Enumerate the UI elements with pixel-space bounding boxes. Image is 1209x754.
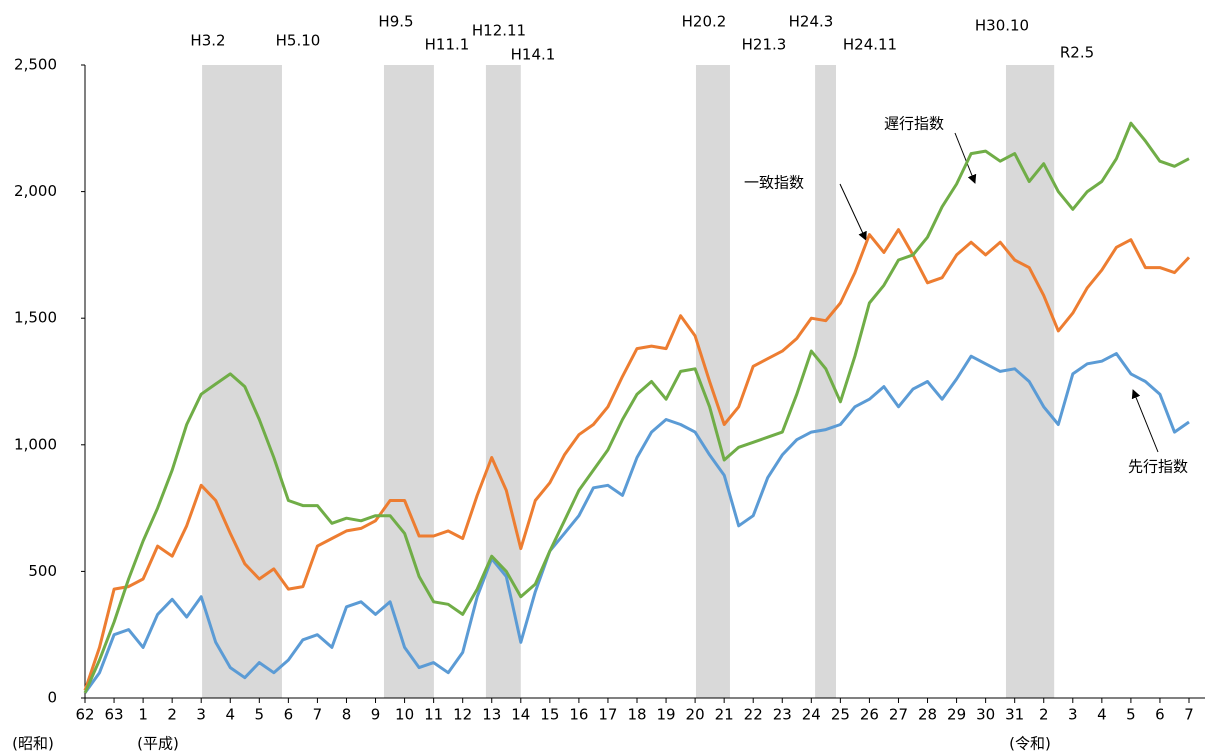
x-tick-label: 6: [284, 706, 294, 724]
x-tick-label: 19: [657, 706, 676, 724]
era-label: (昭和): [12, 735, 54, 753]
shaded-period: [202, 65, 282, 698]
period-label: H12.11: [472, 22, 526, 40]
series-label: 一致指数: [744, 174, 804, 192]
x-tick-label: 21: [715, 706, 734, 724]
x-tick-label: 10: [395, 706, 414, 724]
x-tick-label: 6: [1155, 706, 1165, 724]
series-label: 遅行指数: [884, 115, 944, 133]
y-tick-label: 500: [28, 562, 57, 580]
x-tick-label: 13: [482, 706, 501, 724]
x-tick-label: 4: [1097, 706, 1107, 724]
x-tick-label: 29: [947, 706, 966, 724]
x-tick-label: 3: [1068, 706, 1078, 724]
shaded-period: [815, 65, 837, 698]
period-label: H9.5: [378, 13, 413, 31]
arrow: [839, 183, 867, 241]
x-tick-label: 27: [889, 706, 908, 724]
period-label: H11.1: [425, 36, 470, 54]
x-tick-label: 16: [569, 706, 588, 724]
shaded-period: [695, 65, 730, 698]
x-tick-label: 14: [511, 706, 530, 724]
period-label: H24.3: [789, 13, 834, 31]
shaded-period: [485, 65, 521, 698]
series-line: [83, 228, 1191, 691]
x-tick-label: 24: [802, 706, 821, 724]
period-label: H14.1: [511, 46, 556, 64]
arrow: [954, 132, 977, 184]
series-line: [83, 352, 1190, 694]
x-tick-label: 15: [540, 706, 559, 724]
x-tick-label: 11: [424, 706, 443, 724]
x-tick-label: 31: [1005, 706, 1024, 724]
x-tick-label: 26: [860, 706, 879, 724]
era-label: (平成): [137, 735, 179, 753]
x-tick-label: 23: [773, 706, 792, 724]
x-tick-label: 20: [686, 706, 705, 724]
x-tick-label: 7: [313, 706, 323, 724]
x-tick-label: 3: [196, 706, 206, 724]
y-tick-label: 0: [47, 689, 57, 707]
x-tick-label: 62: [75, 706, 94, 724]
y-tick-label: 1,000: [14, 435, 57, 453]
period-label: H24.11: [843, 36, 897, 54]
x-tick-label: 9: [371, 706, 381, 724]
period-label: R2.5: [1060, 44, 1094, 62]
x-tick-label: 1: [138, 706, 148, 724]
x-tick-label: 18: [627, 706, 646, 724]
x-tick-label: 8: [342, 706, 352, 724]
x-tick-label: 4: [225, 706, 235, 724]
period-label: H30.10: [975, 17, 1029, 35]
x-tick-label: 17: [598, 706, 617, 724]
period-label: H20.2: [682, 13, 727, 31]
x-tick-label: 25: [831, 706, 850, 724]
arrow: [1131, 389, 1159, 453]
x-tick-label: 7: [1184, 706, 1194, 724]
series-line: [83, 121, 1190, 694]
x-tick-label: 12: [453, 706, 472, 724]
x-tick-label: 63: [105, 706, 124, 724]
x-tick-label: 2: [167, 706, 177, 724]
series-label: 先行指数: [1128, 458, 1188, 476]
period-label: H21.3: [742, 36, 787, 54]
era-label: (令和): [1009, 735, 1051, 753]
x-tick-label: 22: [744, 706, 763, 724]
period-label: H5.10: [276, 32, 321, 50]
shaded-period: [383, 65, 434, 698]
y-tick-label: 1,500: [14, 309, 57, 327]
x-tick-label: 30: [976, 706, 995, 724]
y-tick-label: 2,500: [14, 56, 57, 74]
x-tick-label: 5: [1126, 706, 1136, 724]
period-label: H3.2: [190, 32, 225, 50]
y-tick-label: 2,000: [14, 182, 57, 200]
x-tick-label: 28: [918, 706, 937, 724]
x-tick-label: 2: [1039, 706, 1049, 724]
x-tick-label: 5: [255, 706, 265, 724]
